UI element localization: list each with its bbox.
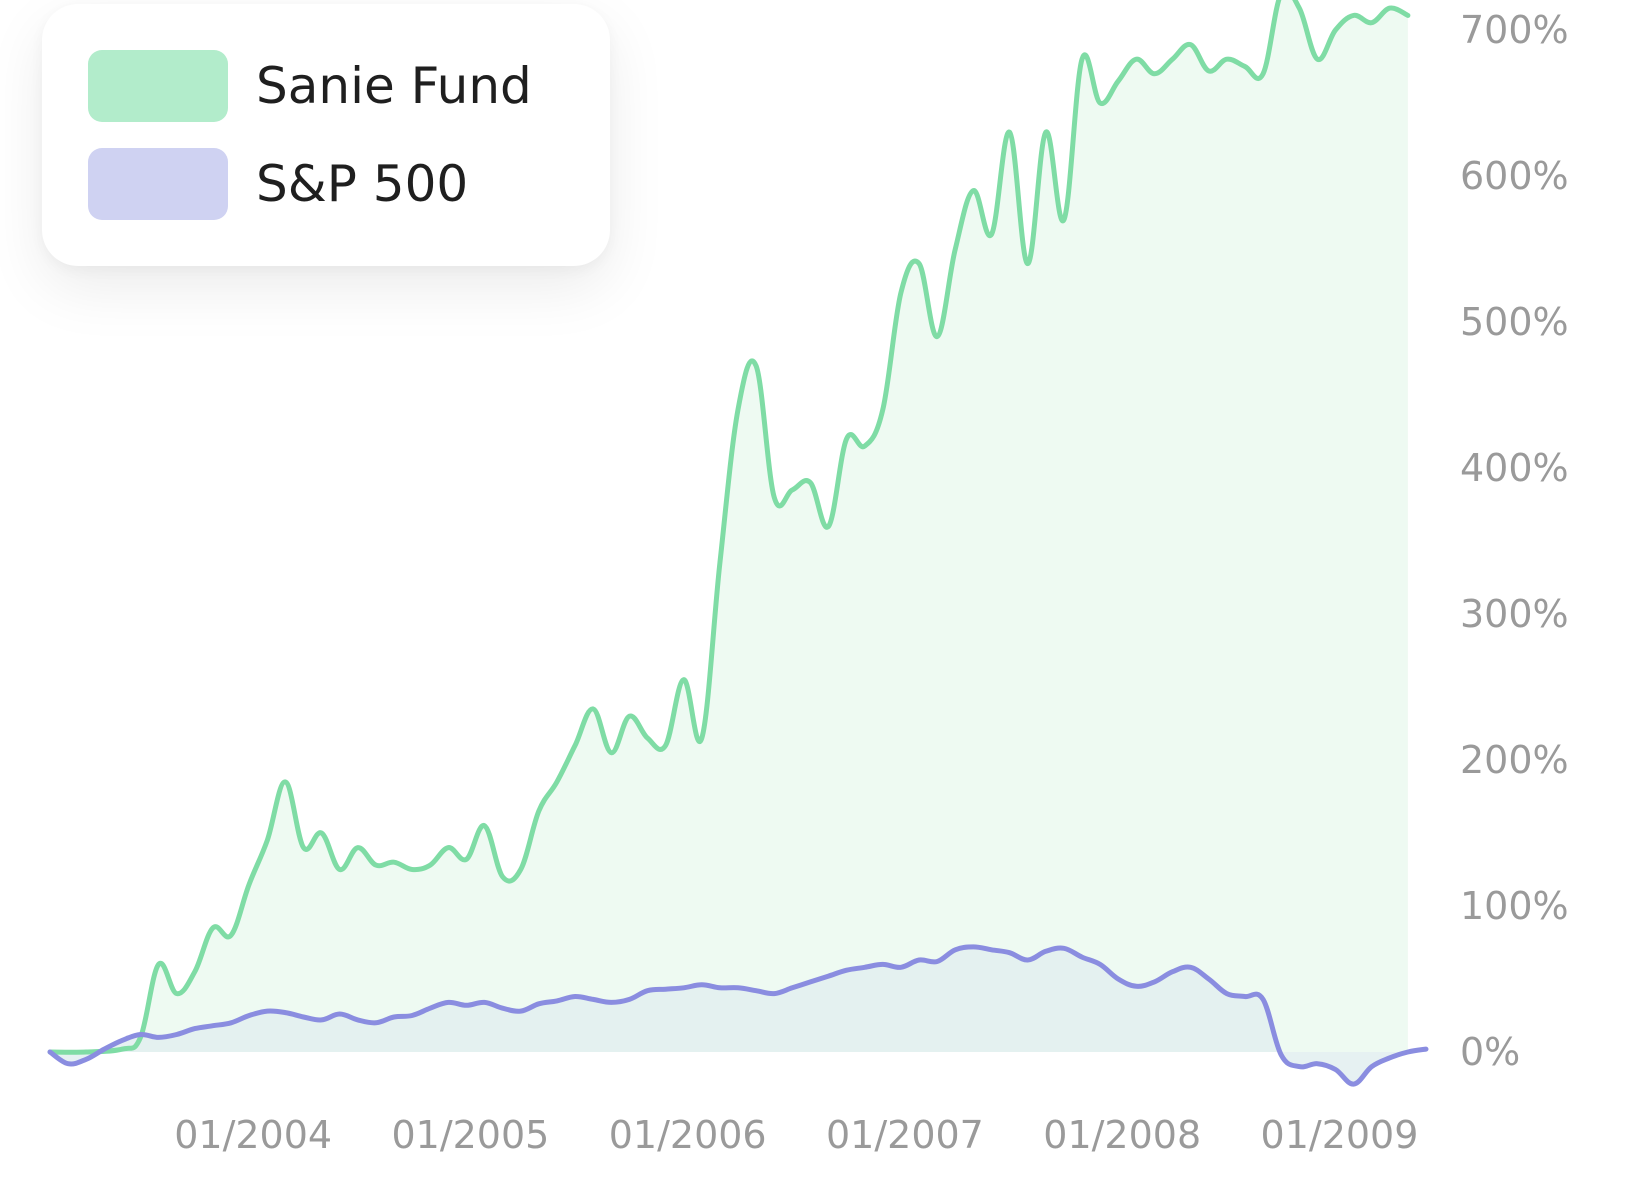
y-tick-label: 200% [1460, 738, 1569, 782]
x-tick-label: 01/2007 [826, 1113, 984, 1157]
legend-label-sanie-fund: Sanie Fund [256, 57, 532, 115]
series-line-sanie-fund[interactable] [47, 0, 1411, 1055]
legend-label-sp500: S&P 500 [256, 155, 469, 213]
x-tick-label: 01/2004 [174, 1113, 332, 1157]
legend-item-sanie-fund[interactable]: Sanie Fund [88, 50, 532, 122]
series-line-sp500[interactable] [47, 944, 1429, 1087]
chart-legend: Sanie Fund S&P 500 [42, 4, 610, 266]
y-tick-label: 400% [1460, 446, 1569, 490]
y-tick-label: 700% [1460, 8, 1569, 52]
y-tick-label: 300% [1460, 592, 1569, 636]
y-tick-label: 0% [1460, 1030, 1520, 1074]
series-area-sp500 [50, 946, 1426, 1085]
x-tick-label: 01/2006 [609, 1113, 767, 1157]
series-area-sanie-fund [50, 0, 1408, 1053]
x-tick-label: 01/2008 [1043, 1113, 1201, 1157]
x-tick-label: 01/2005 [391, 1113, 549, 1157]
y-tick-label: 500% [1460, 300, 1569, 344]
legend-swatch-sanie-fund [88, 50, 228, 122]
legend-item-sp500[interactable]: S&P 500 [88, 148, 468, 220]
y-tick-label: 600% [1460, 154, 1569, 198]
y-tick-label: 100% [1460, 884, 1569, 928]
y-axis: 0% 100% 200% 300% 400% 500% 600% 700% [1460, 8, 1569, 1074]
x-axis: 01/2004 01/2005 01/2006 01/2007 01/2008 01/20… [174, 1113, 1418, 1157]
legend-swatch-sp500 [88, 148, 228, 220]
chart-areas [50, 0, 1426, 1085]
x-tick-label: 01/2009 [1261, 1113, 1419, 1157]
chart-lines [47, 0, 1429, 1087]
